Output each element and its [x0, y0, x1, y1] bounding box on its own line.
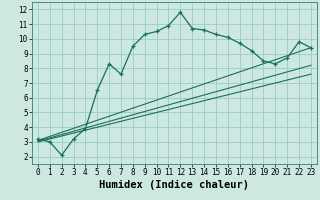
X-axis label: Humidex (Indice chaleur): Humidex (Indice chaleur): [100, 180, 249, 190]
